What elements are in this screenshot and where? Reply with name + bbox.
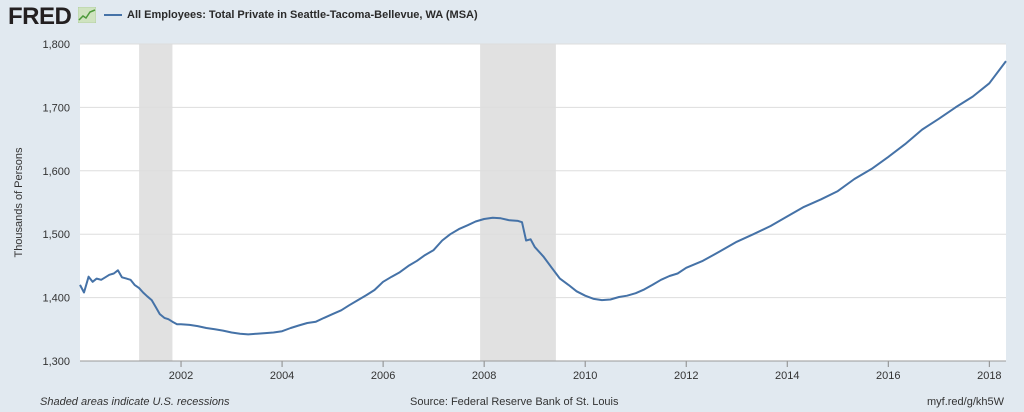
x-tick-label: 2014 — [775, 370, 799, 382]
y-axis-label: Thousands of Persons — [13, 147, 25, 258]
series-line — [79, 60, 1007, 336]
x-tick-label: 2004 — [270, 370, 294, 382]
chart: 1,300 1,400 1,500 1,600 1,700 1,800 2002 2004 20… — [13, 39, 1007, 382]
y-tick-label: 1,600 — [42, 166, 70, 178]
y-tick-label: 1,300 — [42, 356, 70, 368]
recession-band — [139, 44, 173, 361]
x-tick-label: 2006 — [371, 370, 395, 382]
legend-swatch — [104, 14, 122, 17]
legend: All Employees: Total Private in Seattle-… — [104, 9, 478, 21]
footer: Shaded areas indicate U.S. recessions So… — [0, 392, 1024, 412]
x-tick-label: 2008 — [472, 370, 496, 382]
recession-note: Shaded areas indicate U.S. recessions — [40, 396, 230, 408]
logo-graph-icon — [78, 7, 96, 23]
short-link[interactable]: myf.red/g/kh5W — [926, 396, 1004, 408]
x-tick-label: 2016 — [876, 370, 900, 382]
x-tick-label: 2018 — [977, 370, 1001, 382]
source-text: Source: Federal Reserve Bank of St. Loui… — [410, 396, 619, 408]
legend-label: All Employees: Total Private in Seattle-… — [127, 9, 478, 21]
y-tick-label: 1,400 — [42, 293, 70, 305]
y-tick-label: 1,500 — [42, 229, 70, 241]
recession-band — [480, 44, 556, 361]
plot-area: 1,300 1,400 1,500 1,600 1,700 1,800 2002 2004 20… — [13, 39, 1007, 382]
x-tick-label: 2012 — [674, 370, 698, 382]
x-tick-label: 2010 — [573, 370, 597, 382]
x-tick-label: 2002 — [169, 370, 193, 382]
header: FRED All Employees: Total Private in Sea… — [0, 0, 1024, 34]
y-tick-label: 1,800 — [42, 39, 70, 51]
fred-logo[interactable]: FRED — [8, 3, 72, 30]
y-tick-label: 1,700 — [42, 102, 70, 114]
